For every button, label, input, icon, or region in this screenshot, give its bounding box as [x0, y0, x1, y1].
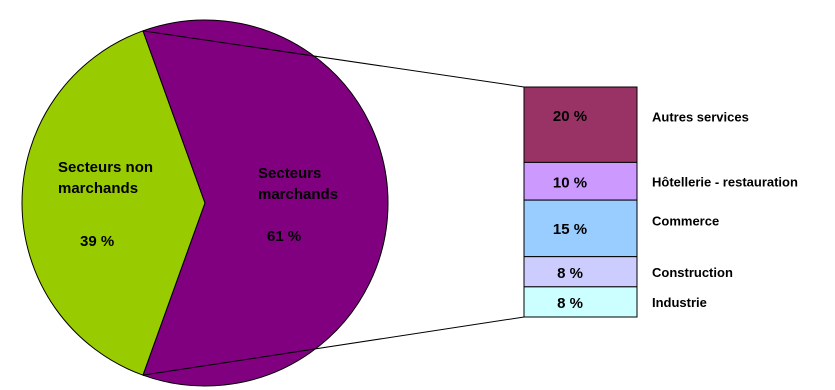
bar-segment-hotellerie-restauration	[523, 161, 638, 201]
breakdown-bar: 20 % Autres services 10 % Hôtellerie - rest…	[523, 86, 798, 318]
pie-slice-secteurs-marchands	[142, 19, 389, 387]
bar-segment-industrie	[523, 286, 638, 318]
connector-top	[142, 30, 525, 88]
connector-lines	[142, 30, 525, 376]
pie-slice-secteurs-non-marchands	[21, 30, 206, 376]
bar-label-industrie: Industrie	[652, 295, 707, 310]
bar-value-industrie: 8 %	[557, 295, 583, 312]
connector-bottom	[142, 316, 525, 376]
bar-value-hotellerie-restauration: 10 %	[553, 174, 587, 191]
pie: Secteurs non marchands 39 % Secteurs marchan…	[21, 19, 389, 387]
secteurs-marchands-value: 61 %	[267, 228, 301, 245]
secteurs-non-marchands-value: 39 %	[80, 233, 114, 250]
bar-label-autres-services: Autres services	[652, 110, 749, 125]
bar-label-hotellerie-restauration: Hôtellerie - restauration	[652, 174, 798, 189]
bar-segment-autres-services	[523, 86, 638, 163]
secteurs-marchands-label: Secteurs marchands	[258, 165, 338, 203]
secteurs-non-marchands-label: Secteurs non marchands	[58, 159, 153, 197]
bar-value-autres-services: 20 %	[553, 108, 587, 125]
bar-value-commerce: 15 %	[553, 221, 587, 238]
bar-label-construction: Construction	[652, 265, 733, 280]
bar-label-commerce: Commerce	[652, 213, 719, 228]
bar-segment-construction	[523, 256, 638, 288]
bar-value-construction: 8 %	[557, 265, 583, 282]
bar-segment-commerce	[523, 199, 638, 258]
